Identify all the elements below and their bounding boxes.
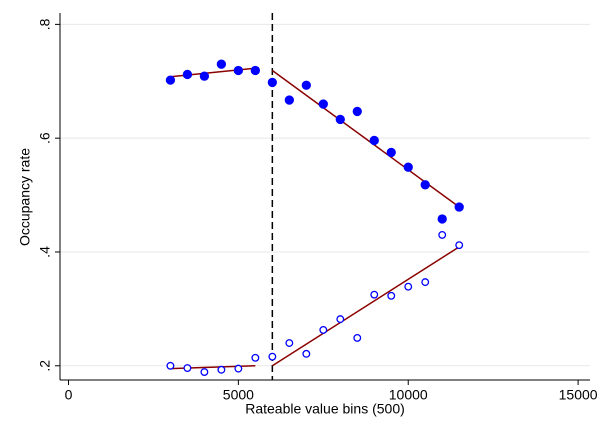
point (319, 325, 328, 334)
point (455, 241, 464, 250)
x-axis-title: Rateable value bins (500) (245, 401, 405, 417)
point (251, 353, 260, 362)
point (420, 180, 430, 190)
point (166, 361, 175, 370)
point (437, 214, 447, 224)
x-tick-label: 0 (65, 387, 73, 403)
point (335, 114, 345, 125)
point (285, 339, 294, 347)
point (216, 59, 227, 69)
point (200, 368, 209, 376)
point (284, 95, 294, 105)
point (438, 230, 447, 239)
point (370, 290, 379, 299)
point (182, 69, 193, 80)
point (421, 278, 430, 287)
x-tick-label: 15000 (559, 387, 598, 403)
y-tick-label: .8 (37, 18, 53, 30)
point (369, 135, 379, 146)
y-axis-title: Occupancy rate (17, 148, 33, 246)
x-tick-label: 5000 (223, 387, 254, 403)
point (352, 106, 362, 117)
y-tick-label: .6 (37, 132, 53, 144)
point (234, 364, 243, 373)
point (336, 315, 345, 324)
point (454, 202, 464, 212)
fit-line (271, 69, 460, 208)
point (403, 162, 413, 172)
point (268, 352, 277, 361)
point (301, 80, 311, 90)
point (267, 77, 277, 88)
point (199, 71, 210, 81)
point (386, 147, 396, 158)
point (318, 99, 328, 109)
y-tick-label: .4 (37, 246, 53, 258)
point (387, 291, 396, 300)
point (353, 333, 362, 342)
point (250, 65, 261, 76)
point (302, 349, 311, 358)
point (183, 364, 192, 373)
y-tick-label: .2 (37, 360, 53, 372)
fit-line (271, 246, 460, 367)
point (165, 75, 176, 85)
point (233, 65, 244, 76)
point (217, 365, 226, 374)
x-tick-label: 10000 (389, 387, 428, 403)
point (404, 282, 413, 291)
